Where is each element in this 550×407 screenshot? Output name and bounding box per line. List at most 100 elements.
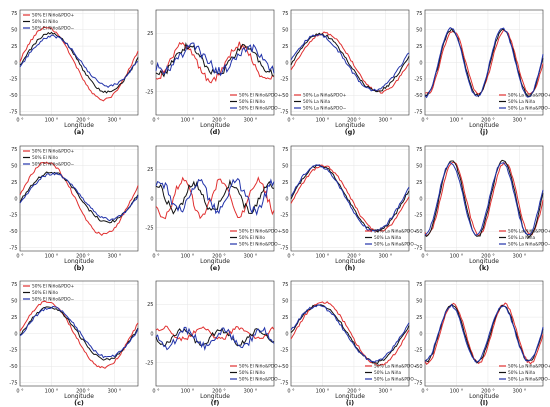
xtick-label: 200 ° [481,118,495,124]
series-line-0 [155,325,275,342]
legend-label: 50% El Niño&PDO− [32,297,75,303]
legend-label: 50% La Niña [508,370,535,376]
ytick-label: -25 [9,77,17,83]
series-line-0 [155,176,275,220]
panel-i: 75 50 25 0 -25 -50 -75 0 ° 100 ° 200 ° 300 ° Longit… [280,280,418,407]
ytick-label: -75 [9,246,17,252]
ytick-label: -50 [9,93,17,99]
ytick-label: 0 [14,331,17,337]
xaxis-label: Longitude [335,122,365,129]
panel-label: (f) [211,399,220,407]
ytick-label: 50 [282,298,288,304]
xaxis-label: Longitude [335,258,365,265]
ytick-label: 50 [11,27,17,33]
xaxis-label: Longitude [335,393,365,400]
ytick-label: 50 [11,163,17,169]
ytick-label: 75 [11,11,17,17]
xaxis-label: Longitude [200,122,230,129]
legend-label: 50% La Niña&PDO+ [374,229,418,235]
xaxis-label: Longitude [200,258,230,265]
series-line-2 [155,326,275,351]
ytick-label: 75 [416,11,422,17]
panel-k: 75 50 25 0 -25 -50 -75 0 ° 100 ° 200 ° 300 ° Longit… [414,145,550,272]
xtick-label: 0 ° [16,118,24,124]
ytick-label: 0 [150,196,153,202]
xtick-label: 100 ° [450,254,464,260]
series-line-2 [19,172,139,222]
legend-label: 50% La Niña [508,99,535,105]
legend-label: 50% La Niña [374,370,401,376]
series-line-1 [290,304,410,365]
series-line-1 [19,171,139,224]
series-line-2 [155,177,275,217]
ytick-label: 25 [11,180,17,186]
xtick-label: 200 ° [347,118,361,124]
legend-label: 50% El Niño [32,290,58,296]
ytick-label: 50 [416,298,422,304]
xtick-label: 0 ° [287,254,295,260]
ytick-label: 50 [282,163,288,169]
panel-d: 25 0 -25 0 ° 100 ° 200 ° 300 ° Longitude(d) 50% … [145,9,282,136]
xtick-label: 100 ° [181,389,195,395]
series-line-2 [424,303,544,363]
series-line-2 [19,305,139,359]
xtick-label: 200 ° [76,118,90,124]
legend-label: 50% La Niña&PDO− [508,106,550,112]
legend-label: 50% El Niño&PDO− [32,162,75,168]
legend-label: 50% El Niño&PDO− [239,377,282,383]
xtick-label: 300 ° [513,118,527,124]
xtick-label: 100 ° [450,389,464,395]
panel-c: 75 50 25 0 -25 -50 -75 0 ° 100 ° 200 ° 300 ° Longit… [9,280,139,407]
ytick-label: 75 [282,147,288,153]
xtick-label: 300 ° [513,254,527,260]
panel-f: 25 0 -25 0 ° 100 ° 200 ° 300 ° Longitude(f) 50% … [145,280,282,407]
xtick-label: 0 ° [421,254,429,260]
ytick-label: -25 [145,360,153,366]
plot-frame [424,9,544,116]
ytick-label: -50 [9,229,17,235]
legend-label: 50% La Niña&PDO− [508,242,550,248]
xtick-label: 0 ° [16,254,24,260]
xaxis-label: Longitude [64,258,94,265]
xtick-label: 200 ° [347,389,361,395]
xaxis-label: Longitude [469,393,499,400]
panel-label: (g) [345,128,356,136]
legend-label: 50% El Niño&PDO+ [239,93,282,99]
xtick-label: 200 ° [76,389,90,395]
ytick-label: 50 [416,163,422,169]
ytick-label: 75 [282,11,288,17]
plot-frame [290,9,410,116]
xtick-label: 300 ° [379,254,393,260]
series-line-0 [19,26,139,102]
ytick-label: -25 [145,225,153,231]
legend-label: 50% El Niño&PDO+ [239,229,282,235]
plot-frame [155,9,275,116]
ytick-label: 25 [147,31,153,37]
legend-label: 50% El Niño&PDO+ [32,13,75,19]
series-line-2 [155,42,275,77]
xtick-label: 100 ° [181,118,195,124]
xtick-label: 300 ° [513,389,527,395]
legend-label: 50% La Niña&PDO+ [303,93,347,99]
xtick-label: 300 ° [244,254,258,260]
xtick-label: 300 ° [108,254,122,260]
ytick-label: 75 [416,147,422,153]
xtick-label: 200 ° [76,254,90,260]
series-line-1 [155,327,275,347]
legend-label: 50% La Niña&PDO− [508,377,550,383]
panel-label: (l) [480,399,488,407]
ytick-label: 50 [416,27,422,33]
series-line-0 [290,164,410,232]
legend-label: 50% El Niño [32,155,58,161]
series-line-0 [424,302,544,365]
ytick-label: 25 [416,180,422,186]
ytick-label: 75 [416,282,422,288]
xaxis-label: Longitude [469,122,499,129]
series-line-2 [19,34,139,88]
xtick-label: 0 ° [421,389,429,395]
xtick-label: 100 ° [45,118,59,124]
